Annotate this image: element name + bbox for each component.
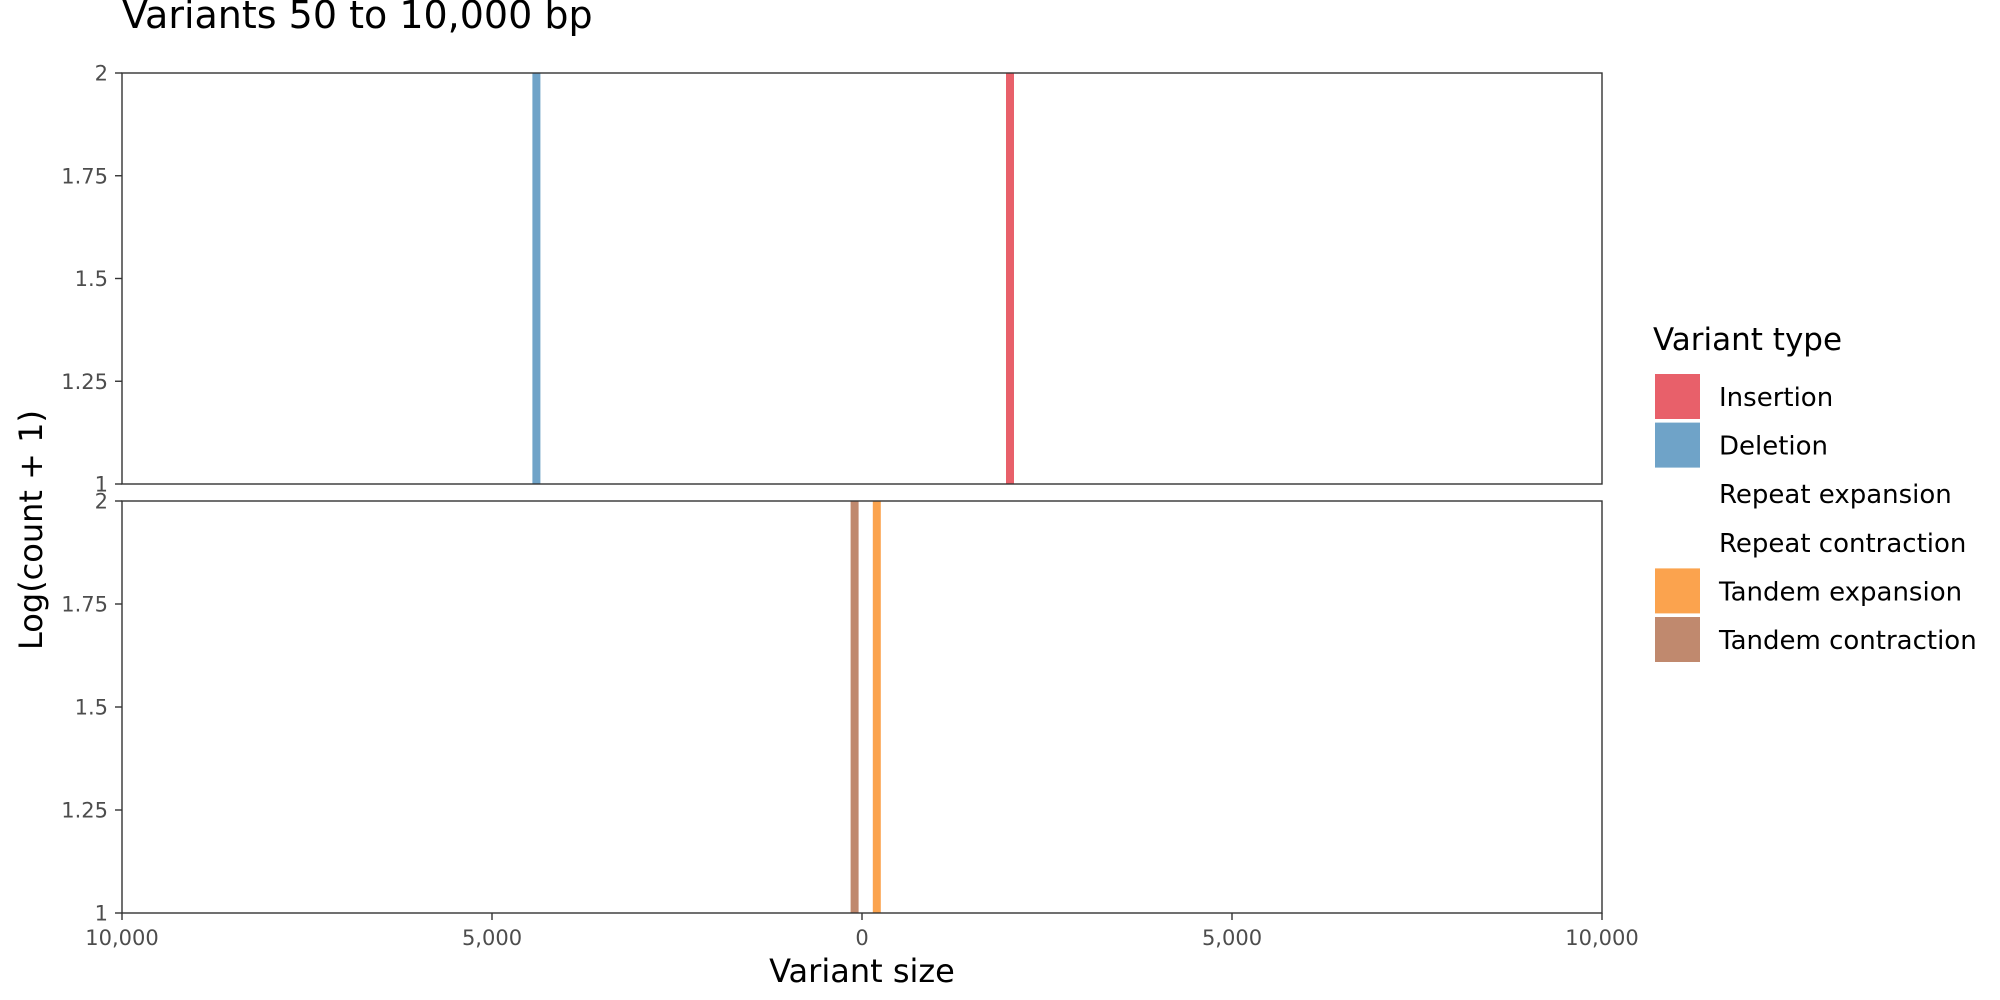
x-tick-label: 5,000 bbox=[1202, 926, 1262, 950]
legend-key-deletion bbox=[1655, 422, 1700, 468]
x-axis-title: Variant size bbox=[769, 952, 955, 990]
legend: Variant type Insertion Deletion Repeat exp… bbox=[1653, 322, 1977, 662]
legend-key-insertion bbox=[1655, 374, 1700, 419]
legend-label-tandem-expansion: Tandem expansion bbox=[1718, 577, 1962, 607]
bar-deletion bbox=[532, 73, 541, 484]
bar-tandem-expansion bbox=[872, 501, 881, 913]
y-tick-label-bottom: 1.75 bbox=[61, 593, 108, 617]
legend-label-repeat-expansion: Repeat expansion bbox=[1719, 480, 1952, 510]
panel-border-top bbox=[121, 72, 1603, 485]
x-tick-label: 10,000 bbox=[85, 926, 158, 950]
x-axis: 10,000 5,000 0 5,000 10,000 bbox=[85, 913, 1639, 950]
panel-border-bottom bbox=[121, 500, 1603, 914]
y-tick-label-bottom: 2 bbox=[95, 490, 108, 514]
x-tick-label: 0 bbox=[855, 926, 868, 950]
legend-label-insertion: Insertion bbox=[1719, 383, 1833, 413]
x-tick-label: 5,000 bbox=[462, 926, 522, 950]
legend-key-repeat-expansion bbox=[1655, 471, 1700, 517]
panel-bottom: 1 1.25 1.5 1.75 2 bbox=[61, 490, 1603, 926]
legend-label-repeat-contraction: Repeat contraction bbox=[1719, 529, 1966, 559]
bar-tandem-contraction bbox=[850, 501, 859, 913]
legend-key-tandem-expansion bbox=[1655, 568, 1700, 614]
y-tick-label-bottom: 1.25 bbox=[61, 799, 108, 823]
y-tick-label-bottom: 1.5 bbox=[75, 696, 108, 720]
legend-key-repeat-contraction bbox=[1655, 519, 1700, 565]
x-tick-label: 10,000 bbox=[1565, 926, 1638, 950]
legend-key-tandem-contraction bbox=[1655, 617, 1700, 662]
legend-label-deletion: Deletion bbox=[1719, 432, 1828, 462]
legend-title: Variant type bbox=[1653, 322, 1842, 358]
panel-top: 1 1.25 1.5 1.75 2 bbox=[61, 62, 1603, 497]
y-tick-label-bottom: 1 bbox=[95, 902, 108, 926]
y-tick-label-top: 2 bbox=[95, 62, 108, 86]
legend-label-tandem-contraction: Tandem contraction bbox=[1718, 626, 1977, 656]
bar-insertion bbox=[1006, 73, 1014, 484]
y-tick-label-top: 1.5 bbox=[75, 267, 108, 291]
y-axis-title: Log(count + 1) bbox=[12, 410, 50, 650]
y-tick-label-top: 1.75 bbox=[61, 164, 108, 188]
chart-title: Variants 50 to 10,000 bp bbox=[122, 0, 593, 37]
y-tick-label-top: 1 bbox=[95, 473, 108, 497]
y-tick-label-top: 1.25 bbox=[61, 370, 108, 394]
